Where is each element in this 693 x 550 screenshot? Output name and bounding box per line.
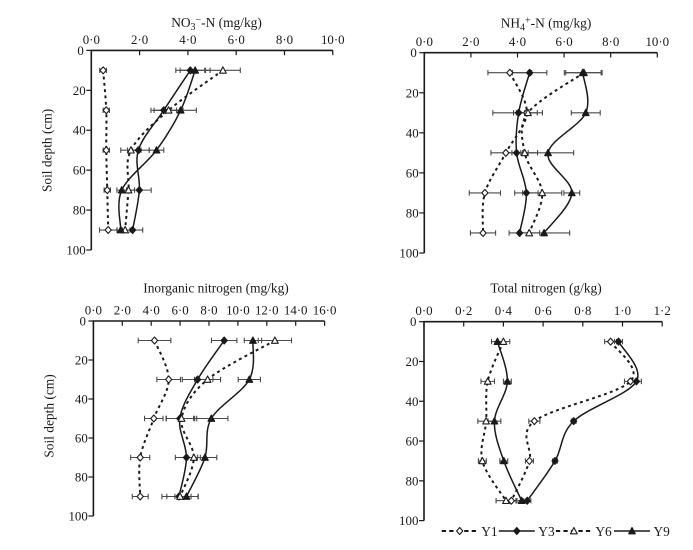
svg-text:0: 0 — [79, 315, 85, 329]
svg-text:Total nitrogen (g/kg): Total nitrogen (g/kg) — [490, 281, 601, 296]
svg-text:4·0: 4·0 — [143, 304, 160, 318]
svg-text:10·0: 10·0 — [645, 35, 669, 49]
svg-text:6·0: 6·0 — [228, 33, 245, 47]
svg-text:100: 100 — [68, 510, 87, 524]
svg-text:0·2: 0·2 — [455, 304, 472, 318]
svg-text:6·0: 6·0 — [172, 304, 189, 318]
svg-text:8·0: 8·0 — [200, 304, 217, 318]
svg-text:Soil depth (cm): Soil depth (cm) — [40, 109, 55, 192]
svg-text:0·0: 0·0 — [85, 304, 102, 318]
svg-text:40: 40 — [406, 126, 419, 140]
svg-text:1·0: 1·0 — [614, 304, 631, 318]
svg-text:8·0: 8·0 — [276, 33, 293, 47]
svg-text:40: 40 — [406, 395, 419, 409]
svg-text:40: 40 — [75, 393, 88, 407]
svg-text:80: 80 — [73, 204, 86, 218]
svg-text:0: 0 — [410, 315, 416, 329]
svg-text:60: 60 — [406, 166, 419, 180]
svg-text:4·0: 4·0 — [179, 33, 196, 47]
svg-text:12·0: 12·0 — [255, 304, 279, 318]
svg-text:10·0: 10·0 — [226, 304, 250, 318]
svg-text:60: 60 — [73, 164, 86, 178]
svg-text:80: 80 — [406, 474, 419, 488]
svg-text:20: 20 — [75, 354, 88, 368]
svg-text:20: 20 — [406, 86, 419, 100]
svg-text:100: 100 — [66, 244, 85, 258]
svg-text:80: 80 — [75, 471, 88, 485]
svg-text:1·2: 1·2 — [654, 304, 671, 318]
svg-text:Y9: Y9 — [654, 524, 671, 539]
svg-text:2·0: 2·0 — [114, 304, 131, 318]
svg-text:Y3: Y3 — [538, 524, 555, 539]
svg-text:0·8: 0·8 — [574, 304, 591, 318]
svg-text:0: 0 — [410, 46, 416, 60]
svg-text:0: 0 — [77, 44, 83, 58]
svg-text:0·0: 0·0 — [416, 35, 433, 49]
svg-text:2·0: 2·0 — [462, 35, 479, 49]
svg-text:Y6: Y6 — [595, 524, 612, 539]
svg-text:40: 40 — [73, 124, 86, 138]
svg-text:80: 80 — [406, 206, 419, 220]
svg-text:2·0: 2·0 — [131, 33, 148, 47]
svg-text:10·0: 10·0 — [321, 33, 345, 47]
svg-text:8·0: 8·0 — [602, 35, 619, 49]
svg-text:60: 60 — [406, 435, 419, 449]
svg-text:0·0: 0·0 — [83, 33, 100, 47]
svg-text:100: 100 — [399, 247, 418, 261]
svg-text:0·0: 0·0 — [415, 304, 432, 318]
svg-text:4·0: 4·0 — [509, 35, 526, 49]
svg-text:Inorganic nitrogen (mg/kg): Inorganic nitrogen (mg/kg) — [143, 281, 289, 296]
svg-text:6·0: 6·0 — [556, 35, 573, 49]
svg-text:16·0: 16·0 — [313, 304, 337, 318]
svg-text:0·6: 0·6 — [535, 304, 553, 318]
svg-text:Soil depth (cm): Soil depth (cm) — [42, 374, 57, 457]
svg-text:20: 20 — [406, 355, 419, 369]
svg-text:14·0: 14·0 — [284, 304, 308, 318]
svg-text:60: 60 — [75, 432, 88, 446]
svg-text:0·4: 0·4 — [495, 304, 513, 318]
svg-text:Y1: Y1 — [481, 524, 497, 539]
svg-text:100: 100 — [399, 514, 418, 528]
svg-text:20: 20 — [73, 84, 86, 98]
